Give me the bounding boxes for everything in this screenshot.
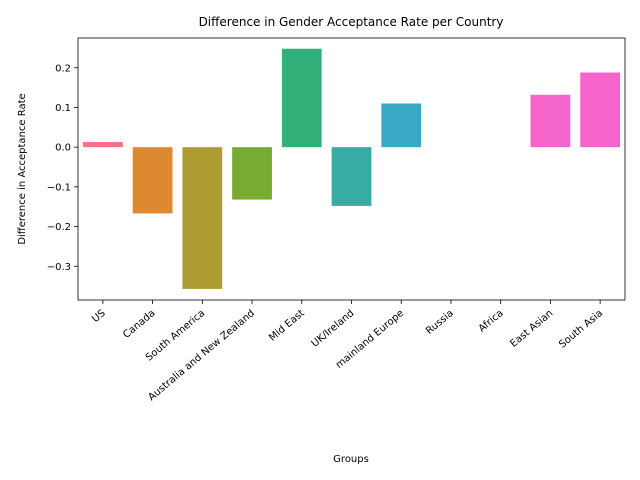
x-tick-label: UK/Ireland [310, 308, 357, 350]
bar-0 [82, 142, 123, 148]
y-axis-label: Difference in Acceptance Rate [17, 93, 28, 244]
y-tick-label: −0.2 [47, 222, 71, 233]
x-tick-label: US [90, 308, 108, 325]
bar-5 [331, 147, 372, 206]
x-tick-label: Mid East [267, 308, 307, 344]
x-tick-label: Australia and New Zealand [146, 308, 257, 403]
y-tick-label: −0.3 [47, 262, 71, 273]
y-tick-label: −0.1 [47, 182, 71, 193]
x-tick-label: South Asia [557, 308, 605, 351]
x-tick-label: Canada [121, 308, 157, 341]
x-tick-label: East Asian [508, 308, 555, 350]
bar-2 [182, 147, 223, 289]
y-tick-label: 0.2 [55, 63, 71, 74]
bar-9 [530, 94, 571, 148]
bar-10 [580, 72, 621, 148]
chart-title: Difference in Gender Acceptance Rate per… [199, 15, 504, 29]
x-tick-label: Russia [424, 308, 456, 337]
bar-6 [381, 103, 422, 148]
x-axis-label: Groups [333, 454, 369, 465]
bar-1 [132, 147, 173, 214]
bar-4 [281, 48, 322, 148]
y-tick-label: 0.1 [55, 103, 71, 114]
y-tick-label: 0.0 [55, 143, 71, 154]
bar-3 [232, 147, 272, 200]
x-tick-label: Africa [477, 308, 506, 335]
